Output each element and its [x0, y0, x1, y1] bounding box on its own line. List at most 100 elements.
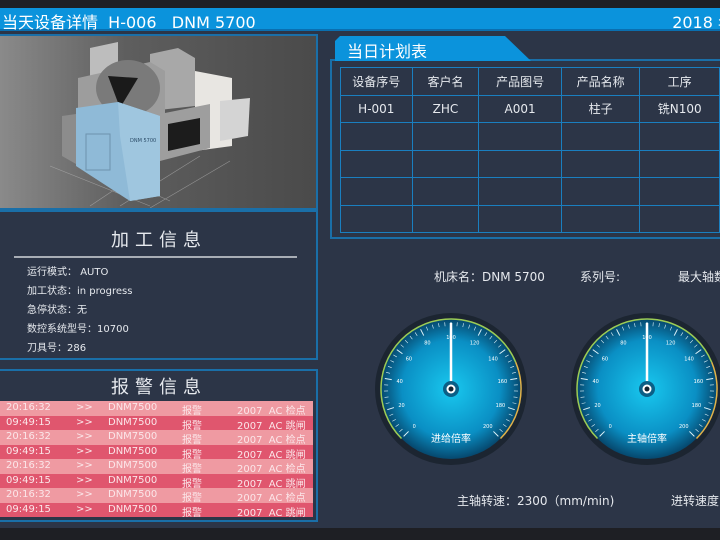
alarm-code: 2007 AC 检点 — [237, 464, 306, 475]
table-cell: 柱子 — [560, 94, 641, 123]
table-cell — [478, 149, 562, 178]
gauge-tick-label: 40 — [396, 379, 402, 385]
gauge-tick — [387, 366, 392, 368]
gauge-tick — [505, 354, 509, 358]
column-header: 产品图号 — [478, 67, 562, 96]
gauge-tick — [396, 349, 403, 355]
max-axes: 最大轴数 — [678, 270, 720, 284]
alarm-row[interactable]: 09:49:15 >> DNM7500 报警 2007 AC 跳闸 — [0, 473, 313, 490]
alarm-type: 报警 — [182, 493, 202, 504]
alarm-code: 2007 AC 检点 — [237, 493, 306, 504]
gauge-tick — [404, 339, 409, 344]
alarm-machine: DNM7500 — [108, 460, 158, 471]
alarm-sep: >> — [76, 431, 93, 442]
gauge-arc — [695, 361, 718, 440]
gauge-tick — [473, 326, 476, 331]
alarm-sep: >> — [76, 474, 93, 486]
gauge-tick — [605, 335, 609, 340]
gauge-tick — [669, 326, 672, 331]
alarm-type: 报警 — [182, 478, 202, 490]
schedule-table: 设备序号 客户名 产品图号 产品名称 工序 H-001 ZHC A001 柱子 铣N10… — [340, 67, 720, 233]
table-cell — [639, 122, 720, 151]
gauge-tick-label: 120 — [470, 341, 480, 347]
table-row[interactable] — [340, 177, 720, 206]
gauge-tick — [694, 344, 698, 348]
gauge-tick — [689, 431, 695, 437]
tab-daily-schedule[interactable]: 当日计划表 — [335, 36, 531, 61]
gauge-tick — [685, 335, 689, 340]
table-row[interactable]: H-001 ZHC A001 柱子 铣N100 — [340, 94, 720, 123]
gauge-tick — [664, 324, 666, 329]
gauge-label: 进给倍率 — [431, 432, 471, 445]
gauge-tick-label: 160 — [498, 379, 508, 385]
table-cell: H-001 — [340, 94, 413, 123]
alarm-type: 报警 — [182, 420, 202, 432]
gauge-arc — [499, 361, 522, 440]
gauge-label: 主轴倍率 — [627, 432, 667, 445]
gauge-tick — [582, 372, 587, 374]
table-cell — [411, 177, 480, 206]
gauge-tick — [610, 332, 614, 336]
gauge-tick — [499, 349, 506, 355]
gauge-tick — [706, 378, 714, 381]
gauge-tick — [599, 431, 605, 437]
gauge-tick — [510, 378, 518, 381]
gauge-tick-label: 60 — [406, 356, 412, 362]
gauge-tick — [432, 324, 434, 329]
table-cell — [639, 177, 720, 206]
table-cell — [478, 204, 562, 233]
alarm-row[interactable]: 20:16:32 >> DNM7500 报警 2007 AC 检点 — [0, 488, 313, 504]
gauge-tick — [489, 335, 493, 340]
page-title: 当天设备详情 H-006 DNM 5700 — [2, 13, 256, 32]
top-bar — [0, 0, 720, 10]
gauge-tick — [580, 396, 585, 398]
alarm-sep: >> — [76, 460, 93, 471]
gauge-tick — [708, 402, 713, 404]
gauge-tick-label: 160 — [694, 379, 704, 385]
gauge-tick — [395, 424, 400, 427]
gauge-tick — [588, 419, 592, 422]
gauge-tick — [384, 396, 389, 398]
gauge-tick — [695, 428, 699, 432]
gauge-tick-label: 40 — [592, 379, 598, 385]
gauge-tick — [499, 428, 503, 432]
gauge-tick — [409, 335, 413, 340]
alarm-time: 20:16:32 — [6, 431, 51, 442]
table-row[interactable] — [340, 204, 720, 233]
machine-image-panel: DNM 5700 — [0, 34, 318, 210]
table-row[interactable] — [340, 122, 720, 151]
alarm-time: 09:49:15 — [6, 445, 51, 457]
alarm-sep: >> — [76, 402, 93, 413]
gauge-tick-label: 140 — [684, 356, 694, 362]
alarm-row[interactable]: 20:16:32 >> DNM7500 报警 2007 AC 检点 — [0, 459, 313, 475]
alarm-row[interactable]: 20:16:32 >> DNM7500 报警 2007 AC 检点 — [0, 430, 313, 446]
gauge-tick — [426, 326, 429, 331]
gauge-tick — [589, 354, 593, 358]
gauge-tick — [387, 407, 395, 411]
gauge-tick — [420, 329, 425, 336]
alarm-type: 报警 — [182, 449, 202, 461]
gauge-tick — [506, 419, 510, 422]
gauge-tick — [703, 360, 708, 363]
gauge-tick — [386, 372, 391, 374]
table-row[interactable] — [340, 149, 720, 178]
alarm-sep: >> — [76, 416, 93, 428]
alarm-row[interactable]: 09:49:15 >> DNM7500 报警 2007 AC 跳闸 — [0, 415, 313, 432]
gauge-tick — [585, 413, 590, 416]
gauge-tick — [702, 419, 706, 422]
gauge-tick — [596, 344, 600, 348]
table-cell — [340, 177, 413, 206]
gauge-tick — [658, 323, 660, 328]
table-cell — [411, 149, 480, 178]
table-cell — [560, 177, 641, 206]
feed-rate-gauge: 020406080100120140160180200进给倍率 — [375, 313, 527, 465]
gauge-tick-label: 180 — [496, 403, 506, 409]
alarm-row[interactable]: 20:16:32 >> DNM7500 报警 2007 AC 检点 — [0, 401, 313, 417]
alarm-row[interactable]: 09:49:15 >> DNM7500 报警 2007 AC 跳闸 — [0, 502, 313, 519]
gauge-tick — [400, 344, 404, 348]
alarm-row[interactable]: 09:49:15 >> DNM7500 报警 2007 AC 跳闸 — [0, 444, 313, 461]
gauge-tick — [385, 402, 390, 404]
gauge-tick — [689, 339, 694, 344]
feed-speed: 进转速度 — [671, 494, 720, 508]
gauge-tick — [616, 329, 621, 336]
